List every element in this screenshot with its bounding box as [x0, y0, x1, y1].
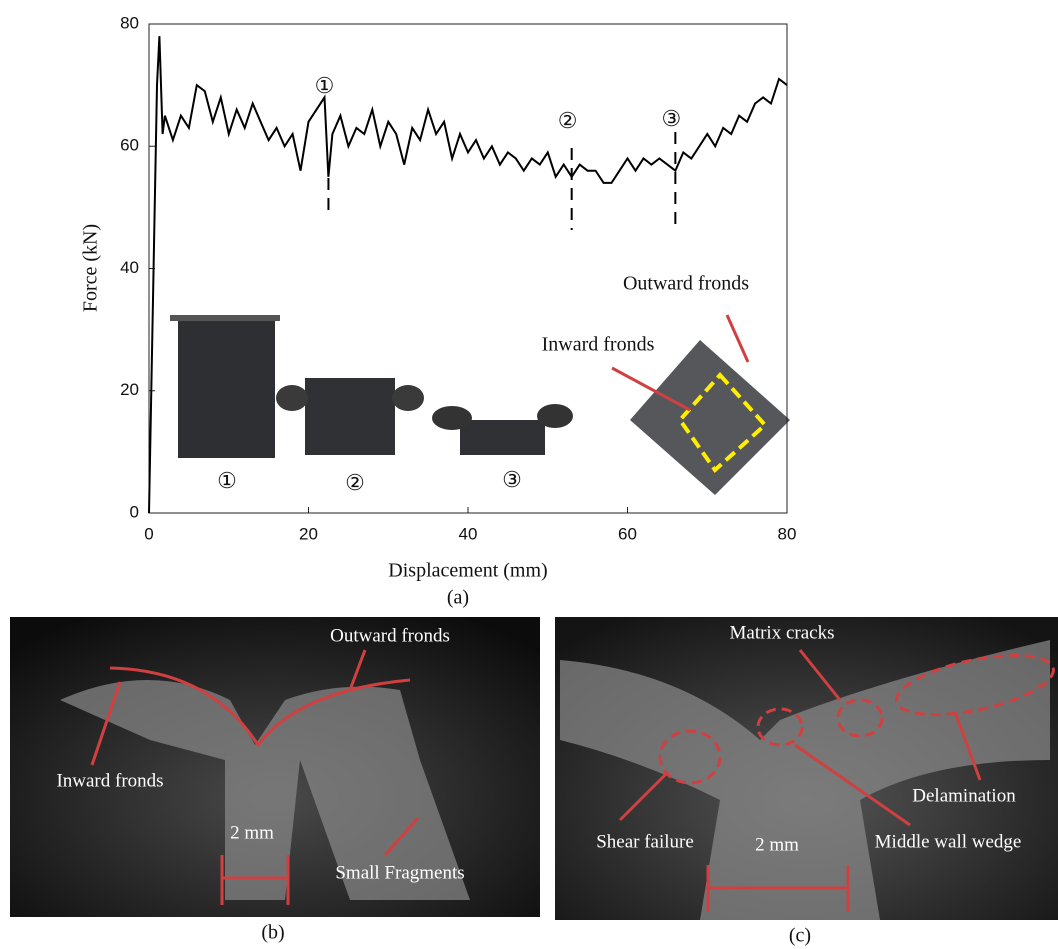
- marker-label: ②: [558, 108, 578, 133]
- figure: Outward fronds Inward fronds ① ② ③ Displ…: [0, 0, 1058, 949]
- specimen-1: [178, 318, 275, 458]
- specimen-3-frond: [537, 404, 573, 428]
- y-tick-label: 40: [120, 258, 139, 277]
- specimen-2-frond: [276, 385, 308, 411]
- annotation: Shear failure: [596, 831, 694, 852]
- y-tick-label: 0: [130, 502, 139, 521]
- inset-annotation: Inward fronds: [542, 334, 655, 356]
- marker-label: ③: [661, 106, 681, 131]
- caption: (c): [789, 925, 811, 947]
- inset-annotation: Outward fronds: [623, 273, 749, 295]
- x-tick-label: 60: [618, 524, 637, 543]
- x-tick-label: 40: [459, 524, 478, 543]
- specimen-top-view: [630, 340, 790, 495]
- inset-label: ①: [217, 468, 237, 493]
- annotation: Matrix cracks: [730, 622, 835, 643]
- x-tick-label: 0: [144, 524, 153, 543]
- annotation: Inward fronds: [56, 770, 163, 791]
- x-tick-label: 20: [299, 524, 318, 543]
- marker-label: ①: [315, 73, 335, 98]
- y-tick-label: 20: [120, 380, 139, 399]
- inset-label: ②: [345, 470, 365, 495]
- y-tick-label: 80: [120, 13, 139, 32]
- specimen-2: [305, 378, 395, 455]
- y-axis-title: Force (kN): [80, 224, 102, 312]
- annotation: Delamination: [912, 785, 1016, 806]
- y-tick-label: 60: [120, 136, 139, 155]
- specimen-2-frond: [392, 385, 424, 411]
- annotation: Middle wall wedge: [875, 831, 1022, 852]
- annotation: Outward fronds: [330, 625, 450, 646]
- x-axis-title: Displacement (mm): [388, 560, 547, 582]
- annotation: Small Fragments: [335, 862, 464, 883]
- inset-label: ③: [502, 467, 522, 492]
- arrow: [727, 315, 748, 362]
- specimen-1-cap: [170, 315, 280, 321]
- scale-label: 2 mm: [230, 822, 274, 843]
- x-tick-label: 80: [778, 524, 797, 543]
- inset-photos: [170, 315, 790, 495]
- scale-label: 2 mm: [755, 834, 799, 855]
- specimen-3-frond: [432, 406, 472, 430]
- specimen-3: [460, 420, 545, 455]
- caption: (a): [447, 587, 469, 609]
- caption: (b): [261, 922, 284, 944]
